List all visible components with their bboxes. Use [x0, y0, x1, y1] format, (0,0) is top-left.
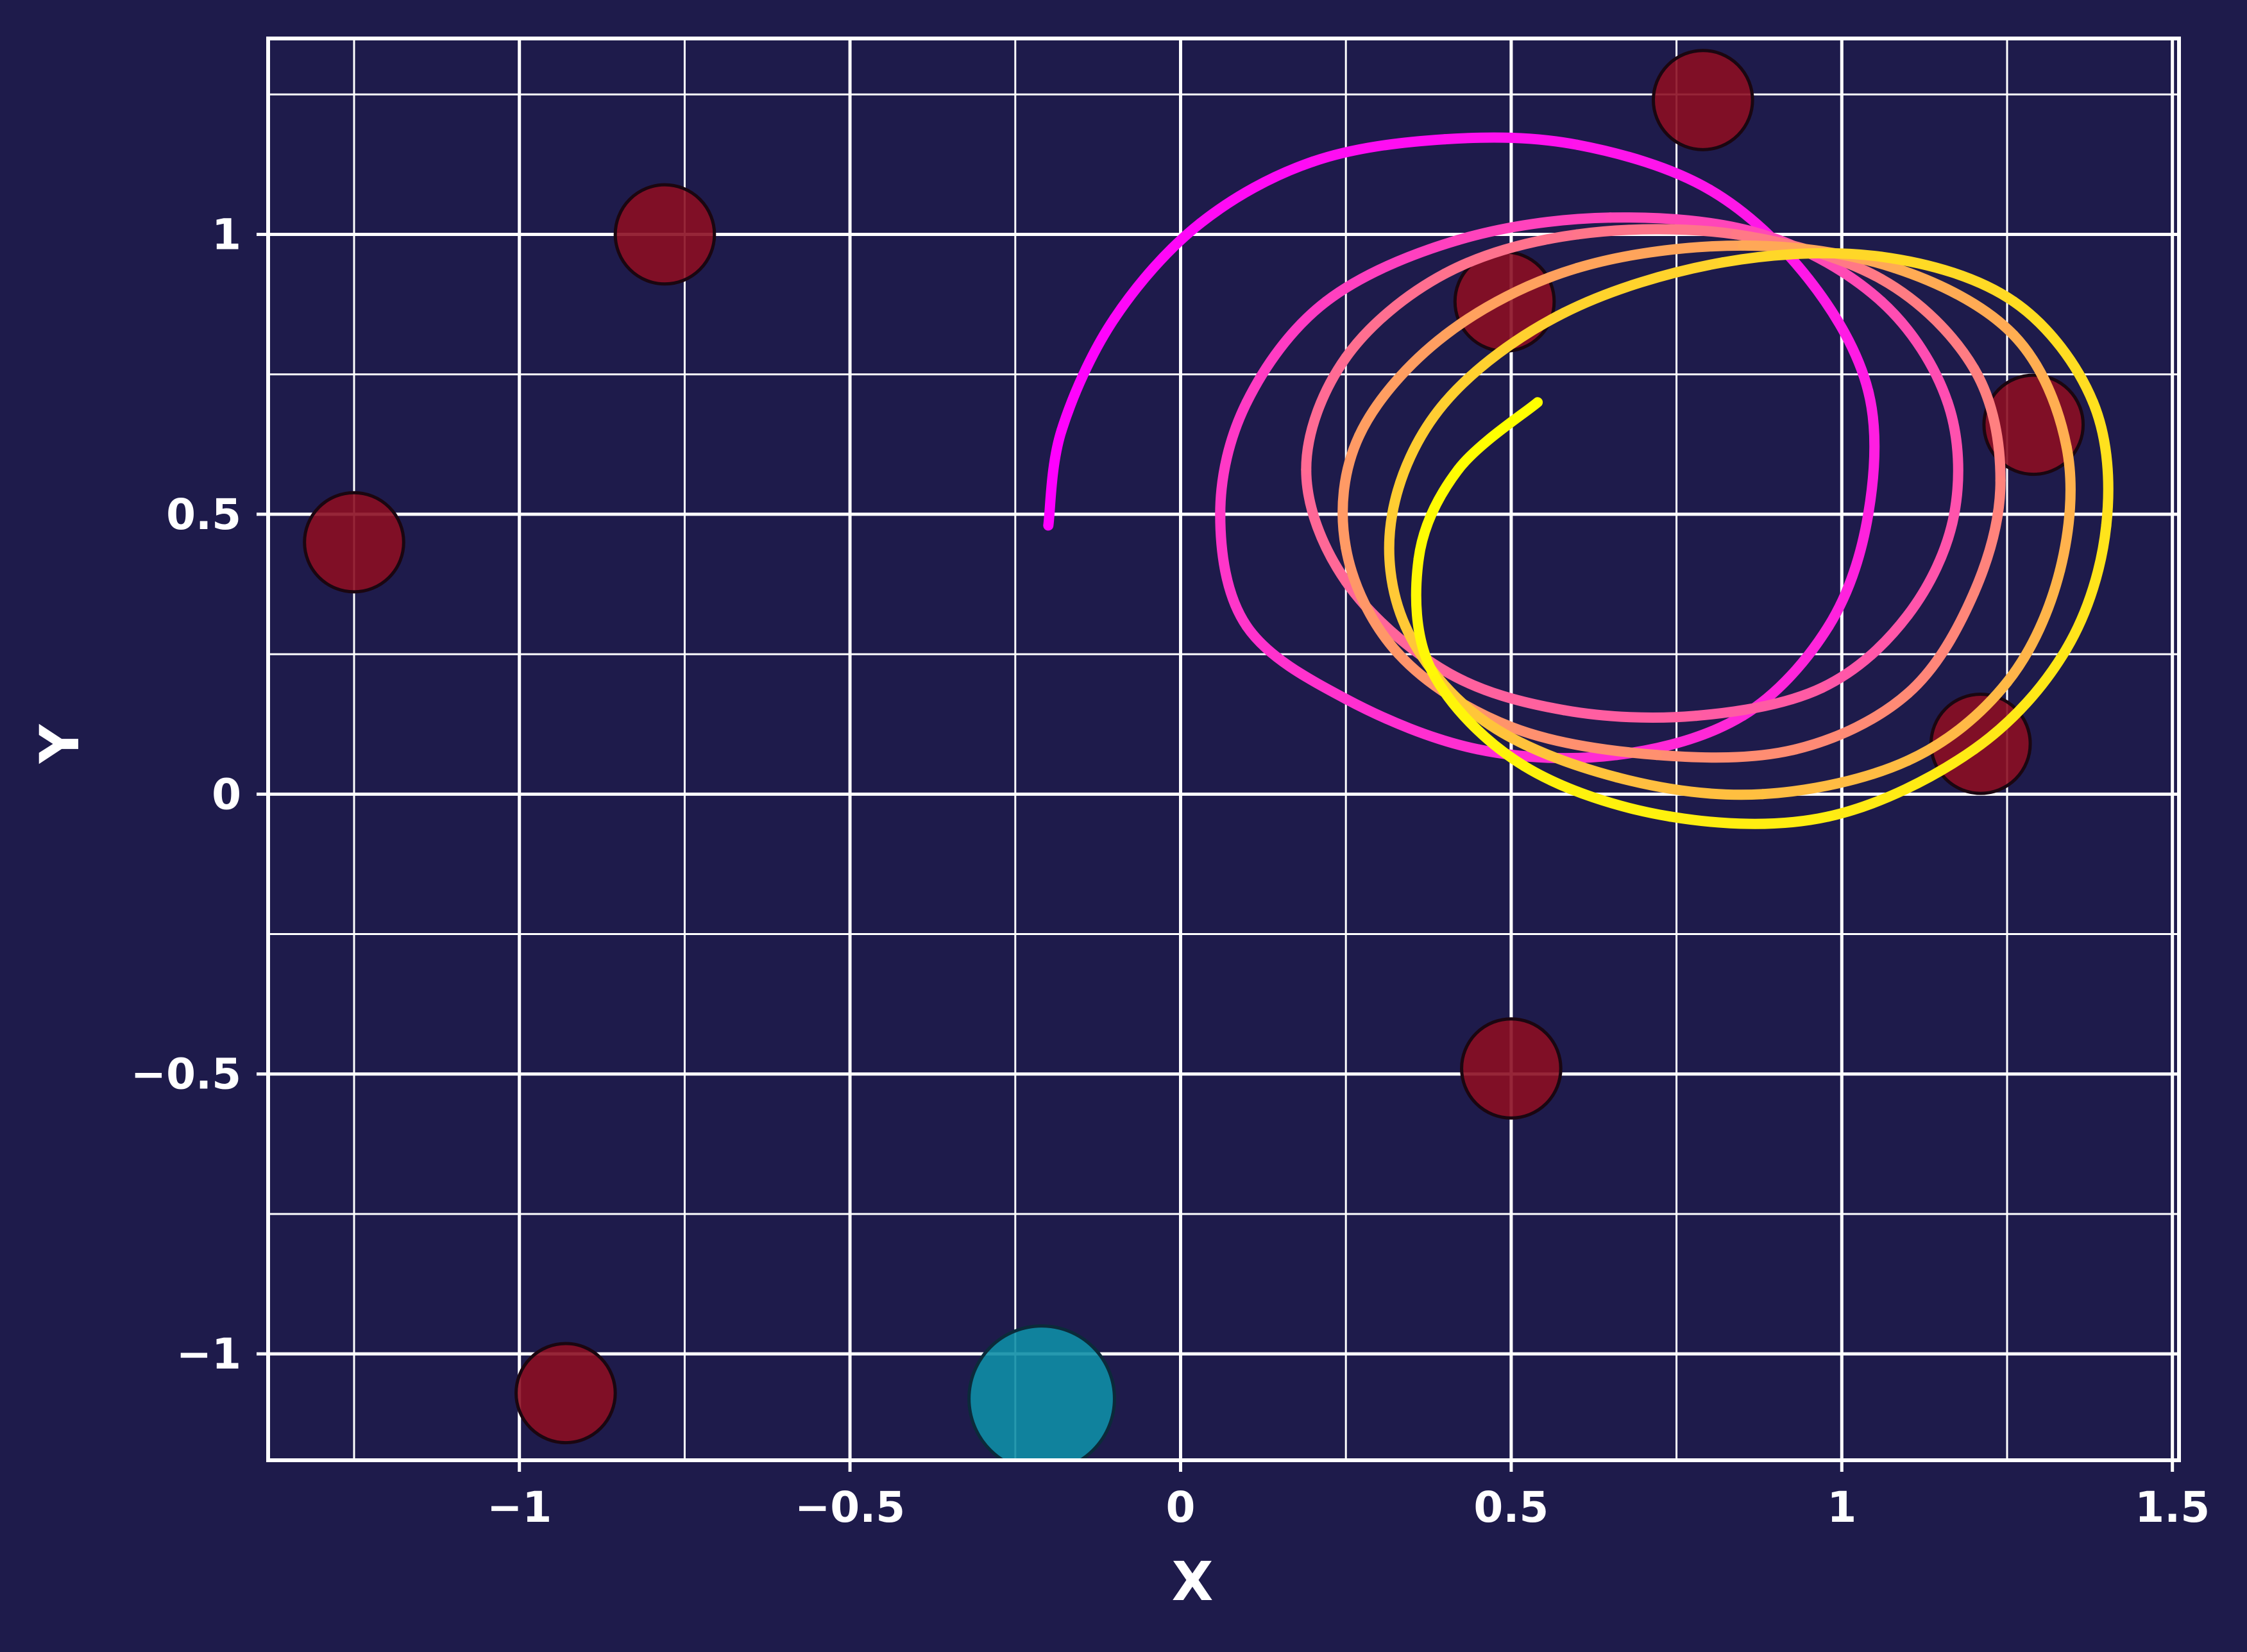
obstacle-point: [613, 183, 716, 286]
trajectory-segment: [1439, 262, 1582, 341]
trajectory-segment: [1439, 666, 1570, 716]
plot-frame: [266, 37, 2181, 1462]
trajectory-segment: [1307, 134, 1450, 167]
trajectory-segment: [1969, 475, 2006, 598]
trajectory-segment: [1056, 313, 1120, 435]
trajectory-segment: [1439, 307, 1570, 408]
trajectory-segment: [1559, 257, 1728, 318]
trajectory-segment: [1215, 509, 1252, 632]
trajectory-segment: [1387, 397, 1450, 519]
trajectory-segment: [1876, 251, 2019, 307]
trajectory-segment: [1817, 610, 1913, 693]
trajectory-segment: [1651, 744, 1801, 763]
trajectory-segment: [1301, 352, 1352, 475]
trajectory-segment: [2088, 397, 2114, 531]
trajectory-segment: [1942, 397, 1963, 519]
trajectory-segment: [1803, 274, 1874, 396]
trajectory-segment: [1453, 212, 1616, 246]
y-tick-label: −0.5: [131, 1050, 241, 1099]
trajectory-segment: [1572, 224, 1742, 240]
trajectory-segment: [1439, 229, 1582, 279]
x-tick-label: −1: [487, 1483, 552, 1532]
trajectory-segment: [1559, 705, 1702, 723]
trajectory-segment: [2008, 296, 2098, 408]
x-tick-label: 0: [1166, 1483, 1196, 1532]
trajectory-segment: [1453, 397, 1543, 475]
trajectory-segment: [1241, 621, 1352, 704]
trajectory-segment: [1301, 464, 1352, 587]
trajectory-segment: [1605, 212, 1768, 240]
obstacle-point: [1460, 1017, 1563, 1120]
trajectory-segment: [1341, 268, 1450, 363]
trajectory-segment: [1790, 688, 1913, 755]
trajectory-segment: [1427, 666, 1530, 771]
trajectory-segment: [2061, 520, 2112, 654]
trajectory-segment: [1215, 397, 1252, 519]
trajectory-segment: [1903, 509, 1960, 620]
trajectory-segment: [1195, 156, 1318, 228]
trajectory-segment: [1505, 721, 1662, 761]
trajectory-segment: [1337, 430, 1364, 553]
trajectory-segment: [2055, 442, 2076, 576]
trajectory-segment: [1109, 218, 1206, 324]
trajectory-segment: [1519, 761, 1675, 822]
trajectory-segment: [1572, 139, 1715, 195]
y-tick-label: 1: [212, 210, 241, 259]
y-tick-label: 0: [212, 770, 241, 819]
trajectory-segment: [1889, 262, 2019, 341]
trajectory-segment: [1413, 464, 1464, 564]
trajectory-segment: [1823, 744, 1980, 822]
trajectory-segment: [1572, 240, 1748, 273]
trajectory-segment: [1903, 677, 2012, 766]
trajectory-segment: [1863, 385, 1880, 519]
trajectory-segment: [1691, 682, 1827, 721]
obstacle-point: [514, 1342, 617, 1445]
trajectory-segment: [1321, 235, 1464, 307]
x-tick-label: 1.5: [2135, 1483, 2210, 1532]
trajectory-segment: [1341, 693, 1484, 755]
y-tick-label: −1: [176, 1329, 241, 1379]
trajectory-segment: [1341, 543, 1404, 660]
trajectory-segment: [1439, 132, 1582, 150]
goal-point: [967, 1324, 1116, 1460]
trajectory-segment: [1903, 587, 1980, 699]
y-tick-label: 0.5: [166, 490, 241, 539]
x-tick-label: 0.5: [1473, 1483, 1548, 1532]
trajectory-segment: [1969, 364, 2006, 486]
y-axis-label: Y: [28, 723, 91, 764]
trajectory-segment: [2008, 330, 2072, 453]
obstacle-point: [1652, 49, 1754, 151]
x-tick-label: −0.5: [795, 1483, 905, 1532]
tick-labels: −1 −0.5 0 0.5 1 1.5 −1 −0.5 0 0.5 1: [131, 210, 2210, 1532]
trajectory-segment: [1611, 772, 1768, 800]
trajectory-segment: [1043, 425, 1067, 531]
grid: [268, 38, 2179, 1460]
trajectory-segment: [1241, 296, 1332, 408]
trajectory-segment: [1876, 274, 1980, 374]
trajectory-segment: [1665, 811, 1834, 829]
trajectory-segment: [1757, 755, 1913, 800]
trajectory-segment: [1823, 509, 1874, 632]
trajectory-segment: [1411, 553, 1437, 677]
trajectory-segment: [1353, 330, 1450, 441]
trajectory-segment: [1876, 296, 1953, 408]
x-tick-label: 1: [1827, 1483, 1856, 1532]
trajectory-segment: [1717, 248, 1887, 268]
trajectory-segment: [1384, 509, 1411, 632]
trajectory-segment: [1479, 716, 1622, 783]
x-axis-label: X: [1172, 1550, 1214, 1613]
trajectory-segment: [2002, 565, 2065, 687]
plot-marks: [303, 49, 2114, 1460]
trajectory-segment: [1969, 643, 2072, 755]
obstacle-point: [303, 491, 405, 594]
